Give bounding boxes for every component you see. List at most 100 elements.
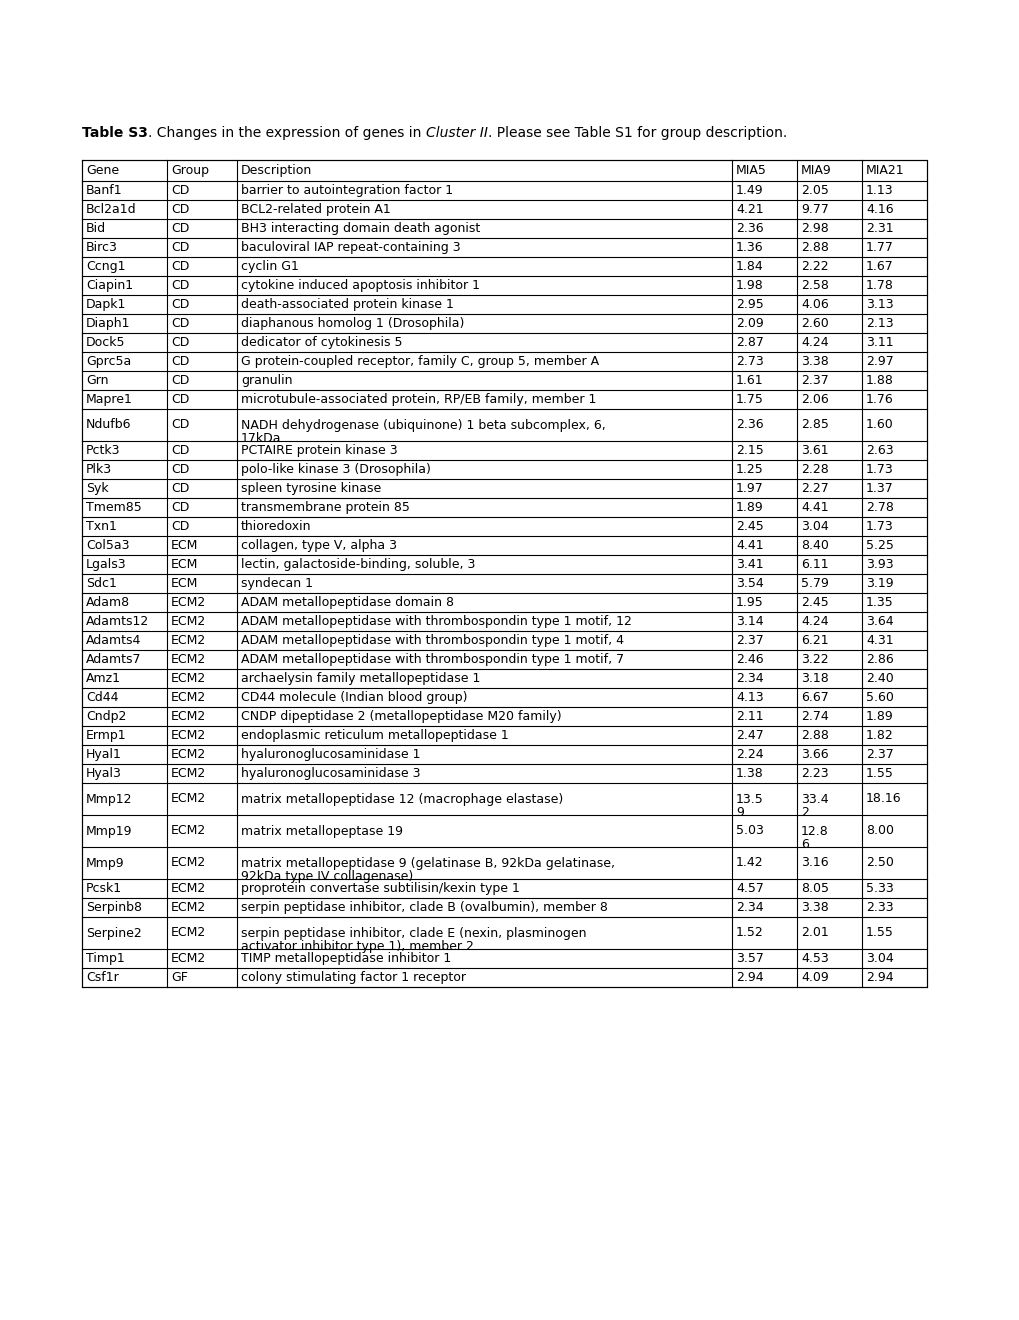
Text: 3.14: 3.14 — [736, 615, 763, 628]
Text: Pctk3: Pctk3 — [86, 444, 120, 457]
Text: 1.89: 1.89 — [736, 502, 763, 513]
Text: 2.98: 2.98 — [800, 222, 828, 235]
Text: matrix metallopeptase 19: matrix metallopeptase 19 — [240, 825, 403, 837]
Text: ECM: ECM — [171, 558, 198, 572]
Text: Serpine2: Serpine2 — [86, 927, 142, 940]
Text: CD: CD — [171, 374, 190, 387]
Text: 2.23: 2.23 — [800, 767, 827, 780]
Text: 4.41: 4.41 — [800, 502, 827, 513]
Text: 1.55: 1.55 — [865, 927, 893, 940]
Text: Mmp9: Mmp9 — [86, 857, 124, 870]
Text: Sdc1: Sdc1 — [86, 577, 117, 590]
Text: . Please see Table S1 for group description.: . Please see Table S1 for group descript… — [487, 125, 786, 140]
Text: CD: CD — [171, 317, 190, 330]
Text: 1.84: 1.84 — [736, 260, 763, 273]
Text: 3.38: 3.38 — [800, 902, 828, 913]
Text: Ermp1: Ermp1 — [86, 729, 126, 742]
Text: Csf1r: Csf1r — [86, 972, 118, 983]
Text: 2.46: 2.46 — [736, 653, 763, 667]
Text: 1.52: 1.52 — [736, 927, 763, 940]
Text: 2.88: 2.88 — [800, 729, 828, 742]
Text: 2.86: 2.86 — [865, 653, 893, 667]
Text: ECM: ECM — [171, 577, 198, 590]
Text: TIMP metallopeptidase inhibitor 1: TIMP metallopeptidase inhibitor 1 — [240, 952, 450, 965]
Text: CD: CD — [171, 463, 190, 477]
Text: CD: CD — [171, 393, 190, 407]
Text: 2.13: 2.13 — [865, 317, 893, 330]
Text: 2.50: 2.50 — [865, 857, 893, 870]
Text: Mapre1: Mapre1 — [86, 393, 132, 407]
Text: GF: GF — [171, 972, 187, 983]
Text: 2.06: 2.06 — [800, 393, 828, 407]
Text: 1.25: 1.25 — [736, 463, 763, 477]
Text: CD: CD — [171, 520, 190, 533]
Text: Group: Group — [171, 164, 209, 177]
Text: 3.18: 3.18 — [800, 672, 828, 685]
Text: CD: CD — [171, 298, 190, 312]
Text: ECM2: ECM2 — [171, 825, 206, 837]
Text: 33.4: 33.4 — [800, 793, 827, 807]
Text: 1.38: 1.38 — [736, 767, 763, 780]
Text: 2.47: 2.47 — [736, 729, 763, 742]
Text: 2.88: 2.88 — [800, 242, 828, 253]
Text: 4.53: 4.53 — [800, 952, 828, 965]
Text: 6.21: 6.21 — [800, 634, 827, 647]
Text: Timp1: Timp1 — [86, 952, 124, 965]
Text: Birc3: Birc3 — [86, 242, 118, 253]
Text: 2.74: 2.74 — [800, 710, 828, 723]
Text: 2.36: 2.36 — [736, 222, 763, 235]
Text: microtubule-associated protein, RP/EB family, member 1: microtubule-associated protein, RP/EB fa… — [240, 393, 596, 407]
Text: 2.33: 2.33 — [865, 902, 893, 913]
Text: endoplasmic reticulum metallopeptidase 1: endoplasmic reticulum metallopeptidase 1 — [240, 729, 508, 742]
Text: collagen, type V, alpha 3: collagen, type V, alpha 3 — [240, 539, 396, 552]
Text: MIA5: MIA5 — [736, 164, 766, 177]
Text: 3.66: 3.66 — [800, 748, 827, 762]
Text: ECM2: ECM2 — [171, 729, 206, 742]
Text: 1.73: 1.73 — [865, 520, 893, 533]
Text: 1.95: 1.95 — [736, 597, 763, 609]
Text: 8.40: 8.40 — [800, 539, 828, 552]
Text: colony stimulating factor 1 receptor: colony stimulating factor 1 receptor — [240, 972, 466, 983]
Text: serpin peptidase inhibitor, clade E (nexin, plasminogen: serpin peptidase inhibitor, clade E (nex… — [240, 928, 586, 940]
Text: ECM2: ECM2 — [171, 710, 206, 723]
Text: ECM: ECM — [171, 539, 198, 552]
Text: Cluster II: Cluster II — [425, 125, 487, 140]
Text: Lgals3: Lgals3 — [86, 558, 126, 572]
Text: CD: CD — [171, 242, 190, 253]
Text: 3.41: 3.41 — [736, 558, 763, 572]
Text: Banf1: Banf1 — [86, 183, 122, 197]
Text: 92kDa type IV collagenase): 92kDa type IV collagenase) — [240, 870, 413, 883]
Text: lectin, galactoside-binding, soluble, 3: lectin, galactoside-binding, soluble, 3 — [240, 558, 475, 572]
Text: ECM2: ECM2 — [171, 882, 206, 895]
Text: 2.97: 2.97 — [865, 355, 893, 368]
Text: ECM2: ECM2 — [171, 902, 206, 913]
Text: 1.77: 1.77 — [865, 242, 893, 253]
Text: Dock5: Dock5 — [86, 337, 125, 348]
Text: Mmp12: Mmp12 — [86, 792, 132, 805]
Text: 2.85: 2.85 — [800, 418, 828, 432]
Text: 5.33: 5.33 — [865, 882, 893, 895]
Text: 2.37: 2.37 — [736, 634, 763, 647]
Text: 2.01: 2.01 — [800, 927, 828, 940]
Text: PCTAIRE protein kinase 3: PCTAIRE protein kinase 3 — [240, 444, 397, 457]
Text: polo-like kinase 3 (Drosophila): polo-like kinase 3 (Drosophila) — [240, 463, 430, 477]
Text: diaphanous homolog 1 (Drosophila): diaphanous homolog 1 (Drosophila) — [240, 317, 464, 330]
Text: granulin: granulin — [240, 374, 292, 387]
Text: 2.28: 2.28 — [800, 463, 828, 477]
Text: 2.24: 2.24 — [736, 748, 763, 762]
Text: 2.27: 2.27 — [800, 482, 828, 495]
Text: 12.8: 12.8 — [800, 825, 828, 838]
Text: 1.13: 1.13 — [865, 183, 893, 197]
Text: ECM2: ECM2 — [171, 672, 206, 685]
Text: 2.22: 2.22 — [800, 260, 827, 273]
Text: 2.58: 2.58 — [800, 279, 828, 292]
Text: 6.67: 6.67 — [800, 690, 828, 704]
Text: 8.05: 8.05 — [800, 882, 828, 895]
Text: dedicator of cytokinesis 5: dedicator of cytokinesis 5 — [240, 337, 403, 348]
Text: 4.57: 4.57 — [736, 882, 763, 895]
Text: ECM2: ECM2 — [171, 792, 206, 805]
Text: 9.77: 9.77 — [800, 203, 828, 216]
Text: ECM2: ECM2 — [171, 952, 206, 965]
Text: Pcsk1: Pcsk1 — [86, 882, 122, 895]
Text: CNDP dipeptidase 2 (metallopeptidase M20 family): CNDP dipeptidase 2 (metallopeptidase M20… — [240, 710, 561, 723]
